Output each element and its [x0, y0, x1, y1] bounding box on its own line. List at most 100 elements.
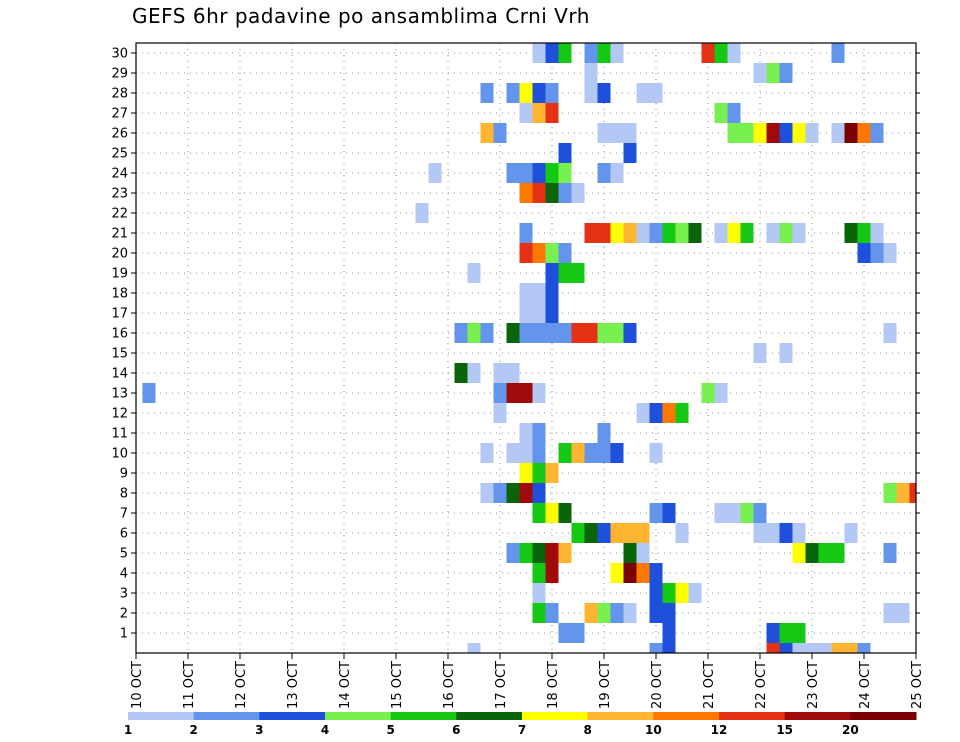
heatmap-cell	[831, 43, 845, 63]
heatmap-cell	[649, 603, 663, 623]
heatmap-cell	[597, 83, 611, 103]
legend-label: 8	[583, 723, 591, 737]
heatmap-cell	[714, 503, 728, 523]
heatmap-cell	[623, 123, 637, 143]
heatmap-cell	[610, 443, 624, 463]
heatmap-cell	[545, 303, 559, 323]
heatmap-cell	[545, 183, 559, 203]
heatmap-cell	[636, 543, 650, 563]
heatmap-cell	[844, 123, 858, 143]
heatmap-cell	[896, 483, 910, 503]
legend-label: 20	[842, 723, 859, 737]
legend-label: 3	[255, 723, 263, 737]
y-tick-label: 4	[120, 567, 128, 582]
heatmap-cell	[545, 323, 559, 343]
legend-swatch	[587, 712, 654, 720]
heatmap-cell	[792, 623, 806, 643]
y-tick-label: 12	[111, 407, 128, 422]
y-tick-label: 18	[111, 287, 128, 302]
heatmap-cell	[506, 323, 520, 343]
x-tick-label: 14 OCT	[338, 661, 353, 709]
heatmap-cell	[519, 483, 533, 503]
heatmap-cell	[883, 243, 897, 263]
heatmap-cell	[519, 183, 533, 203]
heatmap-cell	[610, 43, 624, 63]
heatmap-cell	[714, 383, 728, 403]
heatmap-cell	[623, 543, 637, 563]
heatmap-cell	[714, 43, 728, 63]
heatmap-cell	[844, 223, 858, 243]
heatmap-cell	[675, 403, 689, 423]
y-tick-label: 26	[111, 127, 128, 142]
heatmap-cell	[532, 303, 546, 323]
x-tick-label: 10 OCT	[130, 661, 145, 709]
heatmap-cell	[545, 263, 559, 283]
legend-swatch	[784, 712, 851, 720]
heatmap-cell	[792, 643, 806, 653]
legend-swatch	[719, 712, 786, 720]
legend-label: 10	[645, 723, 662, 737]
y-tick-label: 15	[111, 347, 128, 362]
heatmap-cell	[545, 603, 559, 623]
legend-swatch	[325, 712, 392, 720]
heatmap-cell	[506, 363, 520, 383]
y-tick-label: 29	[111, 67, 128, 82]
heatmap-cell	[649, 83, 663, 103]
heatmap-cell	[571, 443, 585, 463]
heatmap-cell	[428, 163, 442, 183]
heatmap-cell	[519, 323, 533, 343]
y-tick-label: 8	[120, 487, 128, 502]
heatmap-cell	[714, 103, 728, 123]
heatmap-cell	[532, 603, 546, 623]
heatmap-cell	[740, 123, 754, 143]
legend-label: 4	[321, 723, 329, 737]
heatmap-cell	[857, 643, 871, 653]
heatmap-cell	[662, 623, 676, 643]
legend-label: 5	[386, 723, 394, 737]
heatmap-cell	[532, 163, 546, 183]
heatmap-cell	[142, 383, 156, 403]
heatmap-cell	[779, 343, 793, 363]
heatmap-cell	[792, 223, 806, 243]
y-tick-label: 30	[111, 47, 128, 62]
heatmap-cell	[636, 523, 650, 543]
heatmap-cell	[558, 623, 572, 643]
legend-label: 1	[124, 723, 132, 737]
heatmap-cell	[610, 123, 624, 143]
heatmap-cell	[649, 403, 663, 423]
heatmap-cell	[870, 243, 884, 263]
x-tick-label: 13 OCT	[286, 661, 301, 709]
heatmap-cell	[545, 163, 559, 183]
color-legend: 1 2 3 4 5 6 7 8 10 12 15 20	[124, 712, 917, 737]
heatmap-cell	[779, 523, 793, 543]
heatmap-cell	[545, 503, 559, 523]
heatmap-cell	[649, 583, 663, 603]
heatmap-cell	[649, 223, 663, 243]
heatmap-cell	[727, 123, 741, 143]
heatmap-cell	[779, 123, 793, 143]
cells	[142, 43, 916, 653]
y-tick-label: 17	[111, 307, 128, 322]
heatmap-cell	[623, 223, 637, 243]
heatmap-cell	[454, 323, 468, 343]
heatmap-cell	[623, 563, 637, 583]
heatmap-cell	[753, 523, 767, 543]
heatmap-cell	[597, 223, 611, 243]
y-tick-label: 20	[111, 247, 128, 262]
heatmap-cell	[571, 523, 585, 543]
heatmap-cell	[532, 83, 546, 103]
legend-swatch	[259, 712, 326, 720]
heatmap-cell	[584, 603, 598, 623]
heatmap-cell	[597, 43, 611, 63]
heatmap-cell	[623, 523, 637, 543]
heatmap-cell	[883, 483, 897, 503]
heatmap-cell	[610, 563, 624, 583]
y-tick-label: 14	[111, 367, 128, 382]
legend-swatch	[390, 712, 457, 720]
y-tick-label: 21	[111, 227, 128, 242]
y-tick-label: 1	[120, 627, 128, 642]
heatmap-cell	[519, 543, 533, 563]
heatmap-cell	[480, 83, 494, 103]
heatmap-cell	[506, 383, 520, 403]
y-tick-label: 13	[111, 387, 128, 402]
